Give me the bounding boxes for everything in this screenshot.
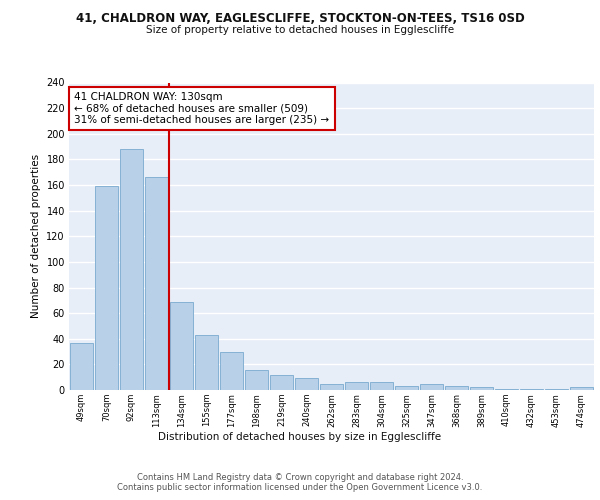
Bar [545, 388, 568, 390]
Text: 41, CHALDRON WAY, EAGLESCLIFFE, STOCKTON-ON-TEES, TS16 0SD: 41, CHALDRON WAY, EAGLESCLIFFE, STOCKTON… [76, 12, 524, 26]
Bar [494, 388, 518, 390]
Bar [245, 370, 268, 390]
Bar [295, 378, 319, 390]
Bar [70, 342, 94, 390]
Text: Contains HM Land Registry data © Crown copyright and database right 2024.
Contai: Contains HM Land Registry data © Crown c… [118, 472, 482, 492]
Bar [395, 386, 418, 390]
Bar [344, 382, 368, 390]
Bar [569, 388, 593, 390]
Bar [194, 335, 218, 390]
Bar [320, 384, 343, 390]
Bar [269, 374, 293, 390]
Bar [470, 388, 493, 390]
Bar [445, 386, 469, 390]
Bar [170, 302, 193, 390]
Bar [220, 352, 244, 390]
Bar [419, 384, 443, 390]
Bar [370, 382, 394, 390]
Text: 41 CHALDRON WAY: 130sqm
← 68% of detached houses are smaller (509)
31% of semi-d: 41 CHALDRON WAY: 130sqm ← 68% of detache… [74, 92, 329, 125]
Y-axis label: Number of detached properties: Number of detached properties [31, 154, 41, 318]
Bar [95, 186, 118, 390]
Text: Size of property relative to detached houses in Egglescliffe: Size of property relative to detached ho… [146, 25, 454, 35]
Bar [520, 388, 544, 390]
Bar [145, 178, 169, 390]
Bar [119, 149, 143, 390]
Text: Distribution of detached houses by size in Egglescliffe: Distribution of detached houses by size … [158, 432, 442, 442]
